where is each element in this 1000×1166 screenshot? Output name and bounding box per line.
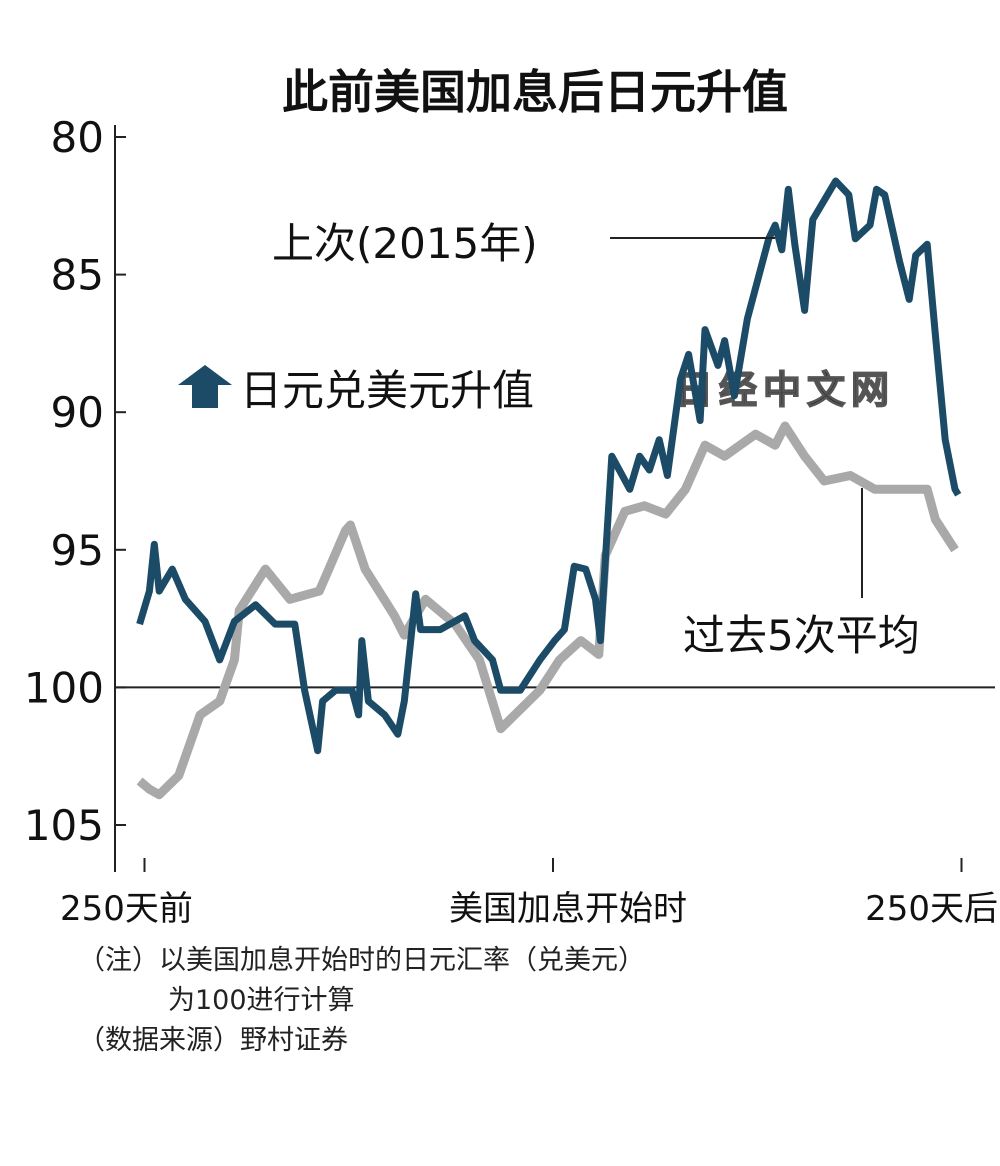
- y-tick-label: 85: [51, 251, 104, 300]
- chart-title: 此前美国加息后日元升值: [282, 65, 788, 119]
- note-line-1: （注）以美国加息开始时的日元汇率（兑美元）: [78, 945, 645, 976]
- series-line-2015: [136, 177, 962, 755]
- y-tick-label: 80: [51, 113, 104, 162]
- y-tick-label: 90: [51, 388, 104, 437]
- y-tick-label: 100: [24, 663, 104, 712]
- direction-note: 日元兑美元升值: [240, 366, 534, 415]
- x-tick-label: 250天后: [865, 889, 998, 929]
- y-tick-label: 95: [51, 526, 104, 575]
- x-tick-label: 250天前: [60, 889, 193, 929]
- note-source: （数据来源）野村证券: [78, 1025, 348, 1056]
- watermark: 日经中文网: [675, 368, 895, 412]
- x-tick-label: 美国加息开始时: [449, 889, 687, 929]
- series-label-2015: 上次(2015年): [272, 219, 538, 268]
- up-arrow-icon: [178, 365, 232, 408]
- series-line-avg: [136, 421, 959, 800]
- y-tick-label: 105: [24, 801, 104, 850]
- series-label-avg: 过去5次平均: [683, 611, 920, 660]
- note-line-2: 为100进行计算: [168, 985, 355, 1016]
